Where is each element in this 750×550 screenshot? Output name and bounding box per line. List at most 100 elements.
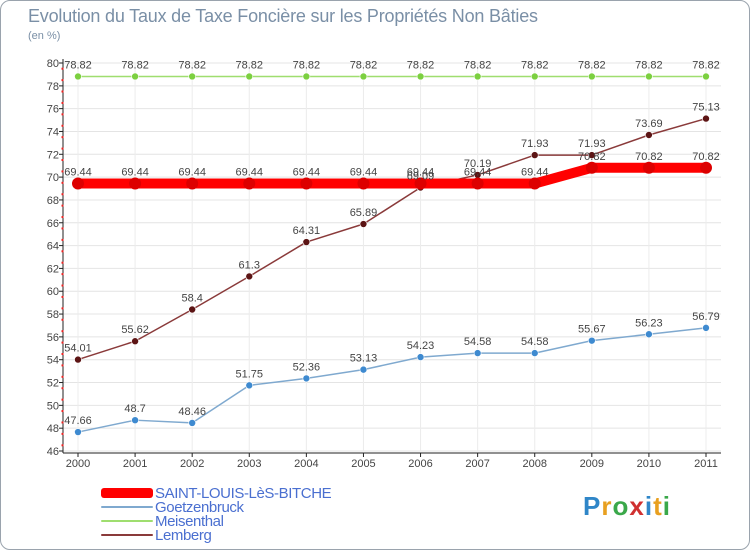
x-tick-label: 2001: [123, 458, 147, 470]
y-minor-tick: [61, 421, 64, 424]
data-label: 56.79: [692, 311, 720, 323]
data-point-0: [414, 177, 427, 190]
data-label: 58.4: [181, 292, 202, 304]
y-minor-tick: [61, 375, 64, 378]
y-minor-tick: [61, 159, 64, 161]
data-label: 70.82: [635, 151, 663, 163]
data-point-0: [357, 177, 370, 190]
data-label: 78.82: [178, 59, 206, 71]
data-label: 55.62: [121, 324, 149, 336]
y-minor-tick: [61, 216, 64, 219]
y-minor-tick: [61, 432, 64, 435]
data-label: 71.93: [578, 138, 606, 150]
data-label: 69.44: [293, 167, 321, 179]
data-label: 78.82: [350, 59, 378, 71]
y-minor-tick: [61, 284, 64, 287]
x-tick-label: 2003: [237, 458, 261, 470]
y-minor-tick: [61, 250, 64, 253]
data-point-0: [642, 161, 655, 174]
data-label: 78.82: [121, 59, 149, 71]
data-point-2: [588, 72, 596, 81]
data-label: 78.82: [236, 59, 264, 71]
y-minor-tick: [61, 341, 64, 344]
legend-swatch: [101, 534, 153, 536]
data-point-1: [188, 419, 196, 427]
data-point-0: [186, 177, 199, 190]
x-tick-label: 2002: [180, 458, 204, 470]
data-label: 69.44: [464, 167, 492, 179]
data-label: 69.44: [407, 167, 435, 179]
y-minor-tick: [61, 318, 64, 321]
y-minor-tick: [61, 261, 64, 264]
y-tick-label: 62: [47, 263, 59, 275]
y-minor-tick: [61, 204, 64, 207]
data-point-1: [530, 349, 539, 357]
data-point-0: [585, 161, 598, 174]
data-point-2: [416, 72, 425, 81]
chart-subtitle: (en %): [28, 30, 61, 42]
y-tick-label: 50: [47, 400, 59, 412]
data-point-3: [530, 151, 539, 159]
legend-label: SAINT-LOUIS-LèS-BITCHE: [155, 484, 332, 502]
data-label: 73.69: [635, 118, 663, 130]
data-point-3: [645, 131, 653, 139]
data-label: 78.82: [464, 59, 492, 71]
data-point-1: [473, 349, 482, 357]
legend-item: SAINT-LOUIS-LèS-BITCHE: [101, 484, 332, 502]
data-label: 54.23: [407, 340, 435, 352]
y-minor-tick: [61, 67, 64, 70]
legend-label: Goetzenbruck: [155, 498, 244, 516]
x-tick-label: 2006: [408, 458, 432, 470]
y-minor-tick: [61, 273, 64, 276]
y-tick-label: 56: [47, 332, 59, 344]
y-minor-tick: [61, 444, 64, 447]
data-label: 61.3: [239, 259, 260, 271]
data-point-1: [645, 330, 653, 339]
y-minor-tick: [61, 101, 64, 104]
y-minor-tick: [61, 398, 64, 401]
y-minor-tick: [61, 181, 64, 184]
data-label: 56.23: [635, 317, 663, 329]
logo-letter: o: [612, 491, 630, 521]
data-point-1: [359, 365, 368, 374]
y-minor-tick: [61, 147, 64, 150]
y-minor-tick: [61, 124, 64, 127]
y-tick-label: 68: [47, 195, 59, 207]
data-label: 78.82: [64, 59, 92, 71]
x-tick-label: 2004: [294, 458, 318, 470]
data-point-3: [188, 305, 196, 314]
data-point-3: [302, 238, 311, 246]
y-tick-label: 74: [47, 126, 59, 138]
y-tick-label: 46: [47, 446, 59, 458]
data-point-1: [302, 374, 311, 383]
proxiti-logo: Proxiti: [583, 491, 671, 522]
data-label: 69.44: [178, 167, 206, 179]
series-line-1: [77, 327, 707, 433]
data-point-2: [74, 72, 82, 81]
y-minor-tick: [61, 170, 64, 173]
x-tick-label: 2011: [694, 458, 718, 470]
data-label: 69.44: [236, 167, 264, 179]
data-label: 51.75: [236, 368, 264, 380]
y-tick-label: 58: [47, 309, 59, 321]
data-point-0: [471, 177, 484, 190]
data-point-1: [74, 428, 82, 436]
legend-label: Lemberg: [155, 526, 212, 544]
legend-swatch: [101, 506, 153, 508]
x-tick-label: 2009: [580, 458, 604, 470]
data-label: 69.09: [407, 171, 435, 183]
y-tick-label: 64: [47, 241, 59, 253]
data-label: 54.01: [64, 343, 92, 355]
data-point-3: [131, 337, 139, 346]
chart-title: Evolution du Taux de Taxe Foncière sur l…: [28, 6, 538, 26]
data-point-0: [72, 177, 84, 190]
y-tick-label: 54: [47, 355, 59, 367]
y-tick-label: 60: [47, 286, 59, 298]
data-label: 78.82: [407, 59, 435, 71]
data-label: 69.44: [121, 167, 149, 179]
x-tick-label: 2005: [351, 458, 375, 470]
data-label: 70.82: [578, 151, 606, 163]
data-label: 78.82: [521, 59, 549, 71]
legend-swatch: [101, 520, 153, 522]
